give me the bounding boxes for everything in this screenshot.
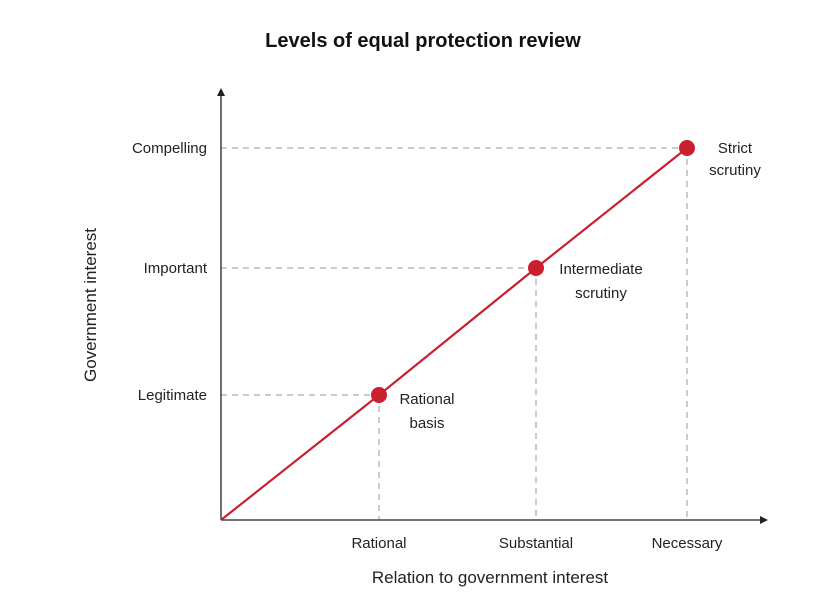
series-line [220,147,688,521]
x-tick-label-substantial: Substantial [499,535,573,552]
point-label-line: basis [409,415,444,432]
x-tick-label-rational: Rational [351,535,406,552]
point-label-line: Rational [399,391,454,408]
y-tick-label-legitimate: Legitimate [138,387,207,404]
y-tick-label-important: Important [144,260,208,277]
data-point-rational-basis [371,387,387,403]
point-label-line: Intermediate [559,261,642,278]
point-label-line: scrutiny [575,285,627,302]
data-point-intermediate-scrutiny [528,260,544,276]
point-label-strict-scrutiny: Strict scrutiny [709,140,761,179]
x-tick-label-necessary: Necessary [652,535,723,552]
point-label-line: Strict [718,140,753,157]
y-tick-label-compelling: Compelling [132,140,207,157]
point-label-line: scrutiny [709,162,761,179]
x-axis-label: Relation to government interest [372,568,609,587]
point-label-intermediate-scrutiny: Intermediate scrutiny [559,261,642,302]
point-label-rational-basis: Rational basis [399,391,454,432]
y-axis-label: Government interest [81,228,100,382]
data-point-strict-scrutiny [679,140,695,156]
chart-title: Levels of equal protection review [265,30,581,52]
